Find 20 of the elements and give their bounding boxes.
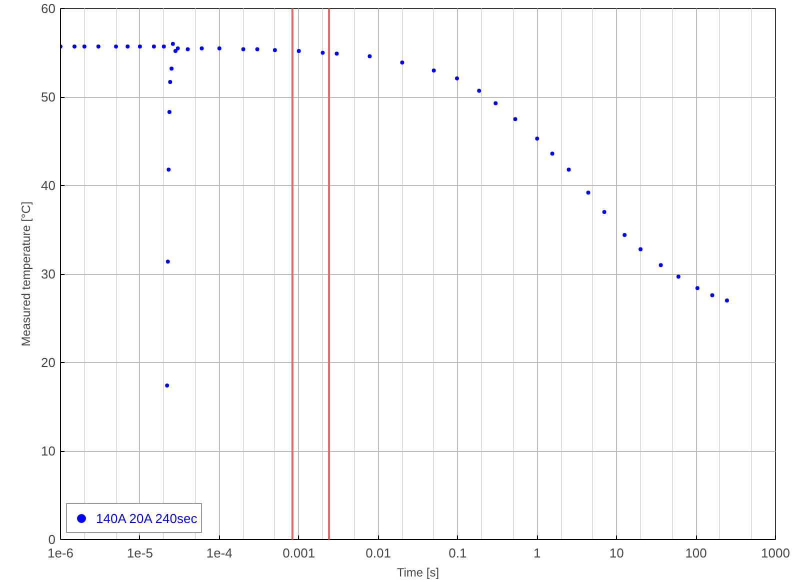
y-tick-label: 30	[41, 266, 56, 282]
y-tick-label: 10	[41, 444, 56, 458]
x-tick-label: 0.001	[282, 546, 316, 560]
x-tick-label: 1e-5	[126, 546, 153, 560]
x-tick-label: 10	[609, 546, 624, 560]
legend-label: 140A 20A 240sec	[96, 510, 198, 526]
y-tick-label: 40	[41, 178, 56, 193]
x-tick-label: 1	[534, 546, 541, 560]
x-tick-label: 100	[685, 546, 707, 560]
x-tick-label: 0.1	[448, 546, 467, 560]
y-tick-label: 60	[41, 1, 56, 16]
y-tick-label: 20	[41, 355, 56, 370]
x-axis-title: Time [s]	[396, 566, 440, 580]
y-tick-label: 0	[48, 532, 56, 547]
x-tick-label: 1e-6	[47, 546, 74, 560]
x-tick-label: 1e-4	[206, 546, 232, 560]
y-axis-title: Measured temperature [°C]	[19, 202, 34, 346]
y-tick-label: 50	[41, 90, 56, 104]
x-tick-label: 1000	[761, 546, 790, 560]
x-tick-label: 0.01	[366, 546, 391, 560]
